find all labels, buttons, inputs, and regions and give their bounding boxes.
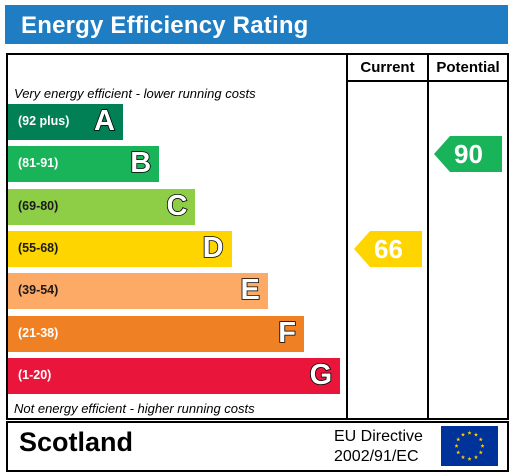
band-letter-label: F [277, 316, 296, 350]
rating-band-b: (81-91) B [8, 146, 160, 183]
rating-band-e: (39-54) E [8, 273, 268, 310]
band-letter-label: D [202, 231, 225, 265]
region-label: Scotland [19, 427, 134, 457]
flag-star [456, 450, 461, 455]
current-column-divider [346, 53, 348, 420]
band-range-label: (81-91) [18, 156, 59, 171]
band-range-label: (55-68) [18, 240, 59, 255]
flag-star [478, 437, 483, 442]
footer-frame [6, 421, 509, 472]
chart-frame [6, 53, 509, 420]
band-range-label: (1-20) [18, 367, 52, 382]
rating-band-a: (92 plus) A [8, 104, 123, 140]
directive-line-1: EU Directive [334, 428, 423, 445]
rating-band-g: (1-20) G [8, 357, 341, 394]
title-bar: Energy Efficiency Rating [5, 5, 508, 44]
flag-star [460, 432, 466, 437]
band-letter-label: B [129, 146, 152, 180]
rating-band-c: (69-80) C [8, 188, 196, 225]
flag-star [454, 443, 459, 448]
header-divider [347, 80, 509, 82]
flag-star [467, 456, 472, 461]
band-range-label: (92 plus) [18, 114, 70, 128]
current-rating-arrow: 66 [354, 230, 422, 267]
flag-star [456, 437, 461, 442]
potential-column-divider [427, 53, 429, 420]
eu-flag-icon [441, 426, 498, 466]
flag-star [478, 450, 483, 455]
band-range-label: (21-38) [18, 325, 59, 340]
current-column-header: Current [360, 59, 415, 76]
band-letter-label: A [93, 104, 116, 138]
flag-star [460, 455, 466, 460]
potential-rating-value: 90 [454, 139, 483, 170]
potential-arrow-shape [434, 136, 502, 173]
band-letter-label: G [309, 358, 333, 392]
potential-rating-arrow: 90 [434, 136, 502, 173]
potential-column-header: Potential [436, 59, 500, 76]
band-letter-label: E [240, 273, 261, 307]
flag-star [480, 443, 485, 448]
directive-line-2: 2002/91/EC [334, 448, 419, 465]
eu-directive: EU Directive 2002/91/EC [334, 427, 423, 467]
band-range-label: (39-54) [18, 283, 59, 298]
top-caption: Very energy efficient - lower running co… [14, 86, 256, 101]
current-arrow-shape [354, 230, 422, 267]
band-letter-label: C [166, 189, 189, 223]
rating-band-d: (55-68) D [8, 230, 232, 267]
flag-star [473, 455, 479, 460]
bottom-caption: Not energy efficient - higher running co… [14, 401, 255, 416]
flag-star [467, 430, 472, 435]
band-range-label: (69-80) [18, 198, 59, 213]
flag-star [473, 432, 479, 437]
rating-band-f: (21-38) F [8, 315, 304, 352]
chart-title: Energy Efficiency Rating [21, 12, 309, 39]
current-rating-value: 66 [374, 233, 403, 264]
